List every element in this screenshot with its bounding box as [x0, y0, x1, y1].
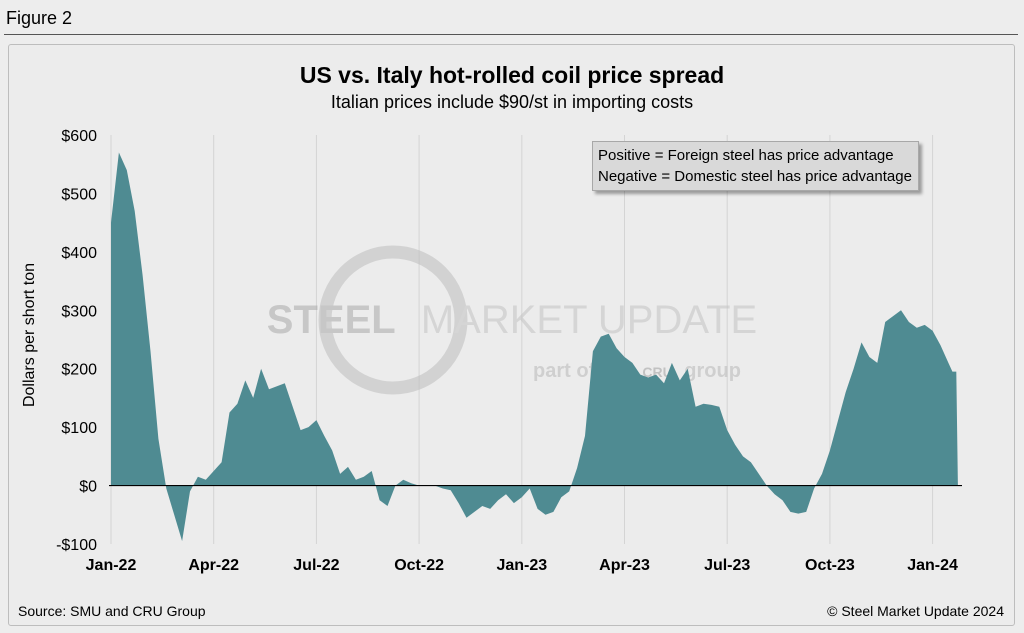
y-tick-label: $500	[61, 186, 97, 203]
copyright-note: © Steel Market Update 2024	[827, 603, 1004, 619]
y-tick-label: $300	[61, 303, 97, 320]
header-divider	[4, 34, 1018, 35]
y-tick-label: $200	[61, 362, 97, 379]
y-tick-label: $0	[79, 479, 97, 496]
watermark-market-update: MARKET UPDATE	[421, 298, 757, 342]
y-axis-ticks: -$100 $0 $100 $200 $300 $400 $500 $600	[56, 128, 97, 554]
x-tick-label: Apr-23	[599, 557, 650, 574]
x-axis-ticks: Jan-22 Apr-22 Jul-22 Oct-22 Jan-23 Apr-23 Jul-…	[86, 557, 958, 574]
y-tick-label: $600	[61, 128, 97, 145]
watermark-logo-ring	[318, 245, 468, 395]
y-axis-label: Dollars per short ton	[21, 262, 38, 408]
x-tick-label: Jan-23	[496, 557, 547, 574]
annotation-positive: Positive = Foreign steel has price advan…	[598, 147, 894, 164]
x-tick-label: Jul-23	[704, 557, 750, 574]
chart-subtitle: Italian prices include $90/st in importi…	[330, 92, 694, 112]
watermark-steel: STEEL	[267, 298, 396, 342]
x-tick-label: Oct-22	[394, 557, 444, 574]
annotation-box: Positive = Foreign steel has price advan…	[592, 141, 919, 191]
spread-area	[111, 152, 958, 542]
x-tick-label: Oct-23	[805, 557, 855, 574]
y-tick-label: $400	[61, 245, 97, 262]
source-note: Source: SMU and CRU Group	[18, 603, 206, 619]
chart-title: US vs. Italy hot-rolled coil price sprea…	[299, 62, 725, 88]
x-tick-label: Jul-22	[293, 557, 339, 574]
x-tick-label: Apr-22	[188, 557, 239, 574]
watermark-group: group	[684, 360, 741, 382]
annotation-negative: Negative = Domestic steel has price adva…	[598, 168, 912, 185]
x-tick-label: Jan-22	[86, 557, 137, 574]
y-tick-label: $100	[61, 420, 97, 437]
figure-label: Figure 2	[6, 8, 73, 28]
watermark-line1: STEEL MARKET UPDATE	[267, 298, 757, 342]
watermark-cru-logo: CRU	[642, 364, 672, 380]
y-tick-label: -$100	[56, 537, 97, 554]
x-tick-label: Jan-24	[907, 557, 958, 574]
watermark: STEEL MARKET UPDATE part of the CRU grou…	[267, 245, 757, 395]
